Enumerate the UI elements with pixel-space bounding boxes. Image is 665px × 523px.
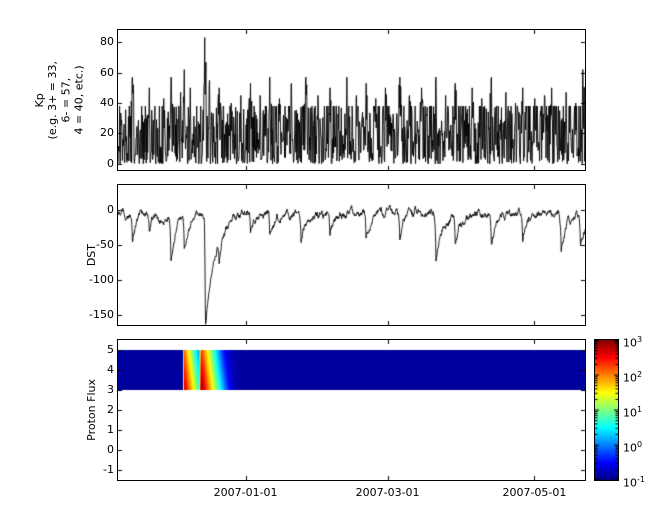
kp-line-chart bbox=[118, 30, 585, 170]
dst-ytick-label: -150 bbox=[89, 307, 114, 321]
kp-ytick-label: 80 bbox=[100, 35, 114, 49]
colorbar-panel bbox=[594, 339, 619, 481]
flux-ytick-label: -1 bbox=[103, 463, 114, 476]
colorbar-tick-label: 103 bbox=[623, 335, 643, 350]
colorbar-tick-label: 101 bbox=[623, 405, 643, 420]
x-date-tick-label: 2007-01-01 bbox=[213, 486, 278, 499]
kp-ytick-label: 60 bbox=[100, 65, 114, 79]
dst-ytick-label: -50 bbox=[96, 237, 114, 251]
flux-ytick-label: 4 bbox=[107, 363, 114, 376]
flux-ytick-label: 1 bbox=[107, 423, 114, 436]
x-date-tick-label: 2007-05-01 bbox=[502, 486, 567, 499]
colorbar-tick-label: 102 bbox=[623, 370, 643, 385]
dst-plot-panel bbox=[117, 184, 586, 326]
kp-ytick-label: 40 bbox=[100, 96, 114, 110]
kp-ytick-label: 0 bbox=[107, 156, 114, 170]
colorbar-tick-label: 10-1 bbox=[623, 475, 645, 490]
kp-plot-panel bbox=[117, 29, 586, 171]
x-date-tick-label: 2007-03-01 bbox=[355, 486, 420, 499]
dst-line-chart bbox=[118, 185, 585, 325]
flux-ytick-label: 0 bbox=[107, 443, 114, 456]
colorbar bbox=[595, 340, 618, 480]
flux-ytick-label: 3 bbox=[107, 383, 114, 396]
colorbar-tick-label: 100 bbox=[623, 440, 643, 455]
proton-flux-plot-panel bbox=[117, 339, 586, 481]
kp-ytick-label: 20 bbox=[100, 126, 114, 140]
dst-ytick-label: -100 bbox=[89, 272, 114, 286]
flux-ytick-label: 5 bbox=[107, 343, 114, 356]
dst-ytick-label: 0 bbox=[107, 202, 114, 216]
proton-flux-heatmap bbox=[118, 340, 585, 480]
flux-ytick-label: 2 bbox=[107, 403, 114, 416]
